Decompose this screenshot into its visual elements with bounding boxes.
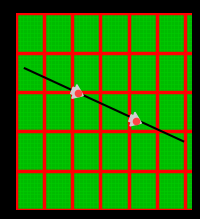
Point xyxy=(134,119,137,122)
FancyArrow shape xyxy=(129,112,141,126)
FancyArrow shape xyxy=(71,85,83,98)
Point xyxy=(76,91,79,95)
